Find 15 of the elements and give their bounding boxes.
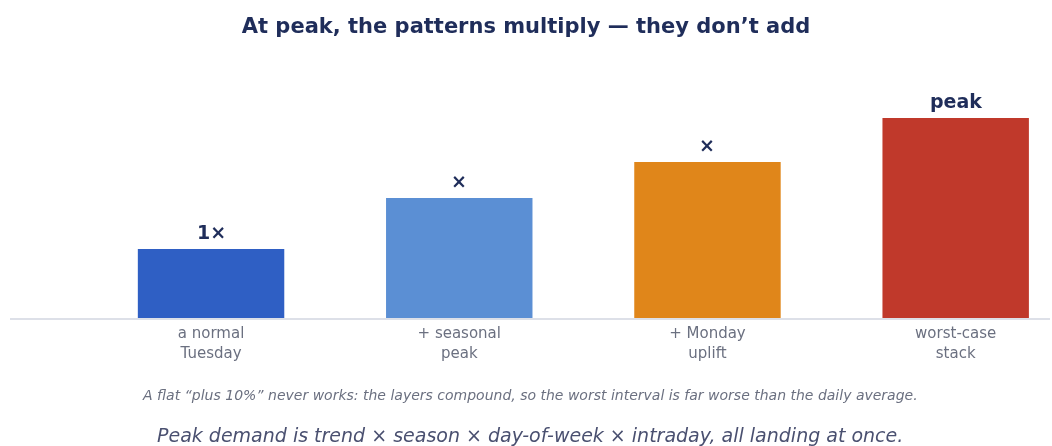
annotation: 1× xyxy=(197,221,227,243)
text: Peak demand is trend × season × day-of-week × intraday, all landing at once. xyxy=(157,424,904,446)
chart-title: At peak, the patterns multiply — they don’t add xyxy=(241,13,811,38)
x-tick-label: worst-case stack xyxy=(915,324,997,362)
x-tick-label: + seasonal peak xyxy=(417,324,501,362)
text: A flat “plus 10%” never works: the layers compound, so the worst interval is far worse than the daily average. xyxy=(142,387,918,403)
annotation: × xyxy=(451,170,467,192)
bar xyxy=(882,118,1029,318)
annotation: peak xyxy=(930,90,983,112)
annotation: × xyxy=(699,134,715,156)
bar xyxy=(634,162,781,318)
x-tick-label: a normal Tuesday xyxy=(177,324,245,362)
bar xyxy=(386,198,533,318)
bar xyxy=(137,249,285,318)
x-tick-label: + Monday uplift xyxy=(669,324,746,362)
